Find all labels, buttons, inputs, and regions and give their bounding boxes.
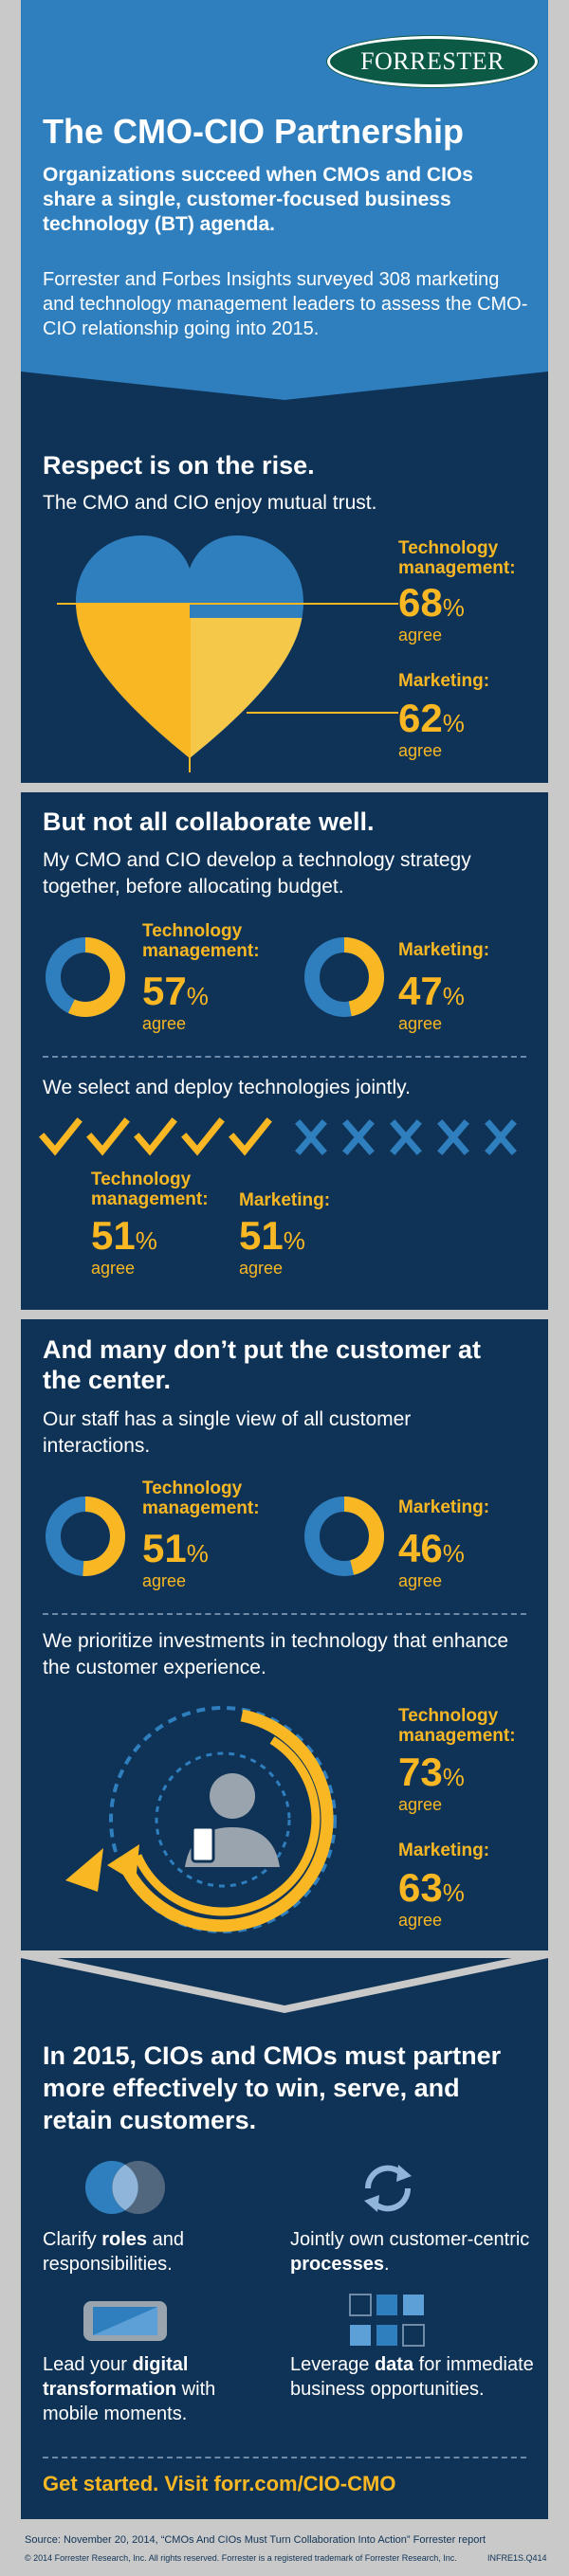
customer-q2-mkt-agree: agree bbox=[398, 1911, 443, 1930]
processes-cycle-icon bbox=[364, 2165, 412, 2212]
donut-customer-tech bbox=[46, 1497, 125, 1576]
collab-q2-mkt-agree: agree bbox=[239, 1259, 284, 1278]
collab-panel bbox=[21, 792, 548, 1310]
customer-experience-arcs bbox=[65, 1706, 337, 1933]
collab-divider bbox=[43, 1056, 526, 1058]
collab-q2-mkt-label: Marketing: bbox=[239, 1190, 331, 1210]
collab-q1-mkt-label: Marketing: bbox=[398, 940, 490, 960]
collab-q2-tech-agree: agree bbox=[91, 1259, 136, 1278]
actions-panel bbox=[21, 1958, 548, 2519]
respect-tech-value: 68% bbox=[398, 580, 465, 625]
respect-mkt-label: Marketing: bbox=[398, 671, 490, 691]
customer-title: And many don’t put the customer at the c… bbox=[43, 1335, 482, 1394]
action-roles: Clarify roles and responsibilities. bbox=[43, 2229, 184, 2275]
customer-q2-tech-label: Technology management: bbox=[398, 1706, 516, 1746]
respect-tech-label: Technology management: bbox=[398, 538, 516, 578]
roles-icon bbox=[85, 2161, 165, 2214]
heart-chart bbox=[57, 535, 398, 772]
collab-q1-tech-label: Technology management: bbox=[142, 921, 260, 961]
cta-link[interactable]: Get started. Visit forr.com/CIO-CMO bbox=[43, 2472, 396, 2495]
collab-title: But not all collaborate well. bbox=[43, 807, 375, 836]
customer-q2-mkt-value: 63% bbox=[398, 1865, 465, 1910]
data-grid-icon bbox=[349, 2294, 425, 2347]
respect-subtitle: The CMO and CIO enjoy mutual trust. bbox=[43, 492, 377, 514]
customer-q1-mkt-value: 46% bbox=[398, 1526, 465, 1570]
action-digital: Lead your digital transformation with mo… bbox=[43, 2354, 216, 2424]
actions-title: In 2015, CIOs and CMOs must partner more… bbox=[43, 2041, 502, 2134]
header-lead: Organizations succeed when CMOs and CIOs… bbox=[43, 164, 473, 235]
customer-q1-tech-agree: agree bbox=[142, 1571, 187, 1590]
action-data: Leverage data for immediate business opp… bbox=[290, 2354, 534, 2400]
actions-chevron bbox=[21, 1950, 548, 2013]
respect-tech-agree: agree bbox=[398, 626, 443, 644]
checks-and-crosses bbox=[39, 1117, 517, 1156]
customer-q2-tech-agree: agree bbox=[398, 1795, 443, 1814]
collab-q2: We select and deploy technologies jointl… bbox=[43, 1077, 411, 1098]
actions-divider bbox=[43, 2457, 526, 2458]
customer-q1: Our staff has a single view of all custo… bbox=[43, 1408, 412, 1457]
customer-divider bbox=[43, 1613, 526, 1615]
collab-q2-tech-label: Technology management: bbox=[91, 1170, 209, 1209]
customer-q1-tech-label: Technology management: bbox=[142, 1478, 260, 1518]
customer-q2-tech-value: 73% bbox=[398, 1750, 465, 1794]
respect-mkt-agree: agree bbox=[398, 741, 443, 760]
donut-collab-tech bbox=[46, 937, 125, 1017]
header-body: Forrester and Forbes Insights surveyed 3… bbox=[43, 269, 528, 339]
action-processes: Jointly own customer-centric processes. bbox=[290, 2229, 530, 2275]
header-arrow bbox=[21, 351, 548, 400]
collab-q1-mkt-value: 47% bbox=[398, 969, 465, 1013]
customer-q2-mkt-label: Marketing: bbox=[398, 1841, 490, 1860]
customer-q1-tech-value: 51% bbox=[142, 1526, 209, 1570]
collab-q1-mkt-agree: agree bbox=[398, 1014, 443, 1033]
customer-q2: We prioritize investments in technology … bbox=[43, 1630, 509, 1678]
collab-q2-mkt-value: 51% bbox=[239, 1213, 305, 1258]
donut-collab-mkt bbox=[304, 937, 384, 1017]
donut-customer-mkt bbox=[304, 1497, 384, 1576]
collab-q1: My CMO and CIO develop a technology stra… bbox=[43, 849, 471, 898]
forrester-logo: FORRESTER bbox=[327, 36, 538, 87]
footer-source: Source: November 20, 2014, “CMOs And CIO… bbox=[25, 2534, 486, 2546]
mobile-device-icon bbox=[83, 2301, 167, 2341]
footer-copyright: © 2014 Forrester Research, Inc. All righ… bbox=[25, 2553, 457, 2563]
respect-title: Respect is on the rise. bbox=[43, 451, 315, 480]
customer-q1-mkt-agree: agree bbox=[398, 1571, 443, 1590]
collab-q2-tech-value: 51% bbox=[91, 1213, 157, 1258]
footer-code: INFRE1S.Q414 bbox=[487, 2553, 547, 2563]
customer-person-icon bbox=[185, 1773, 280, 1867]
collab-q1-tech-value: 57% bbox=[142, 969, 209, 1013]
collab-q1-tech-agree: agree bbox=[142, 1014, 187, 1033]
customer-q1-mkt-label: Marketing: bbox=[398, 1497, 490, 1517]
page-title: The CMO-CIO Partnership bbox=[43, 112, 465, 151]
respect-mkt-value: 62% bbox=[398, 696, 465, 740]
